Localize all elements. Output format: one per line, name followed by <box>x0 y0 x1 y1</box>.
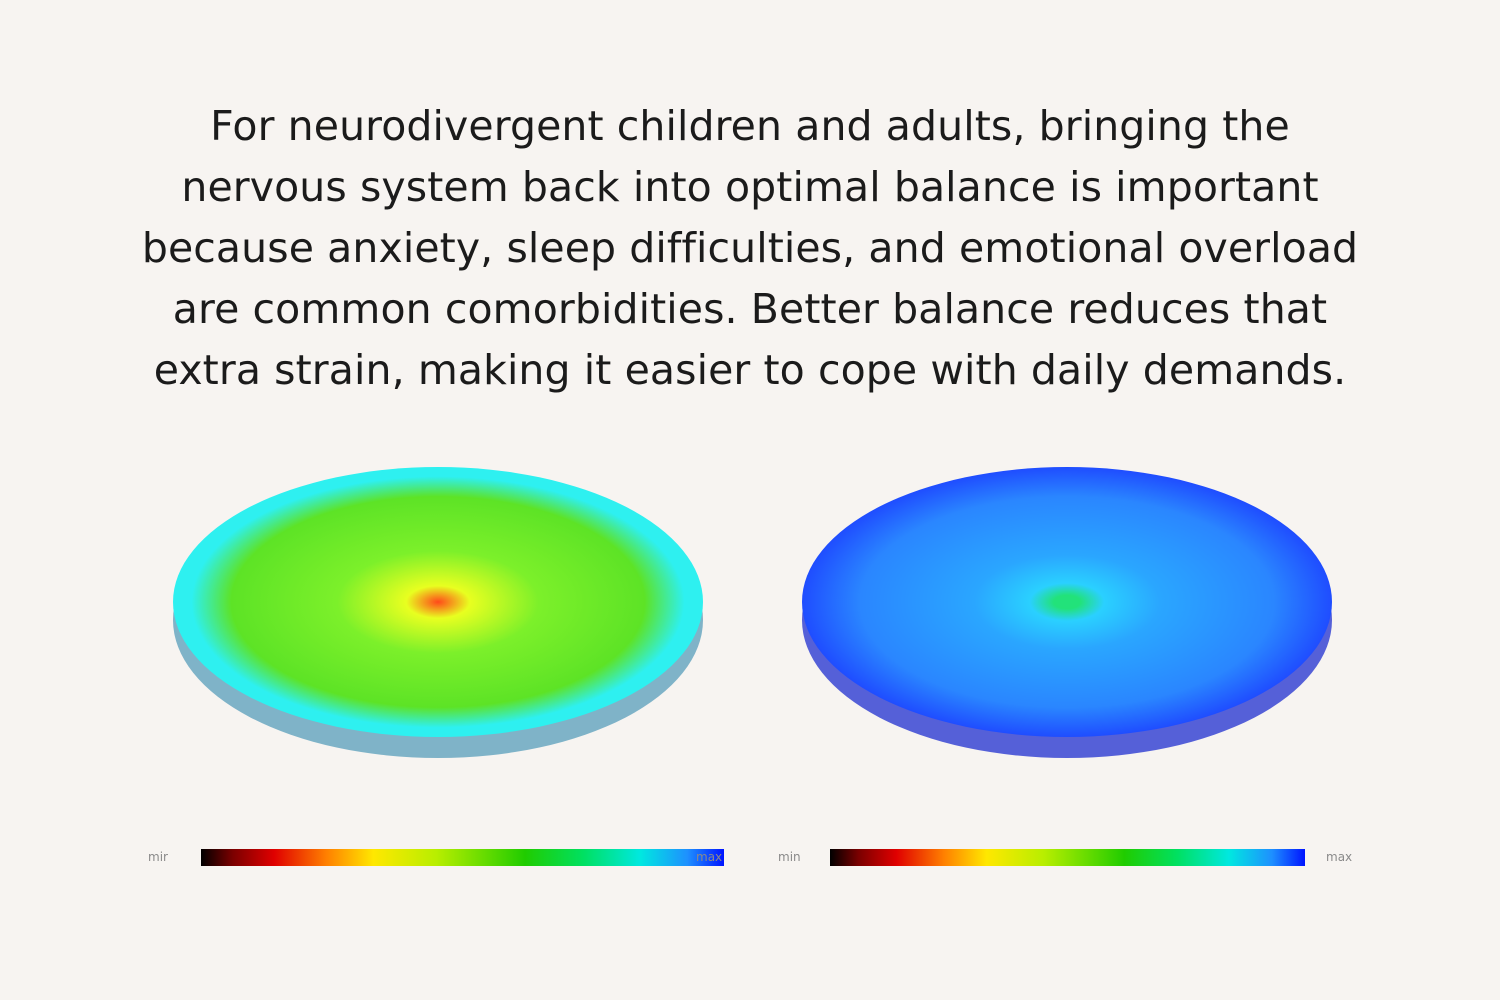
intro-paragraph: For neurodivergent children and adults, … <box>90 96 1410 401</box>
color-scale-bar <box>830 849 1305 866</box>
intro-line: nervous system back into optimal balance… <box>181 163 1319 211</box>
heatmap-disc-after <box>802 467 1332 758</box>
scale-min-label: min <box>778 850 801 864</box>
color-scale-right: min max <box>778 845 1378 871</box>
scale-min-label: mir <box>148 850 168 864</box>
scale-max-label: max <box>696 850 723 864</box>
intro-line: extra strain, making it easier to cope w… <box>153 346 1347 394</box>
color-scale-left: mir max <box>148 845 748 871</box>
intro-line: For neurodivergent children and adults, … <box>210 102 1290 150</box>
intro-line: because anxiety, sleep difficulties, and… <box>141 224 1359 272</box>
disc-top <box>173 467 703 737</box>
scale-max-label: max <box>1326 850 1353 864</box>
intro-line: are common comorbidities. Better balance… <box>172 285 1328 333</box>
disc-top <box>802 467 1332 737</box>
heatmap-disc-before <box>173 467 703 758</box>
color-scale-bar <box>201 849 724 866</box>
